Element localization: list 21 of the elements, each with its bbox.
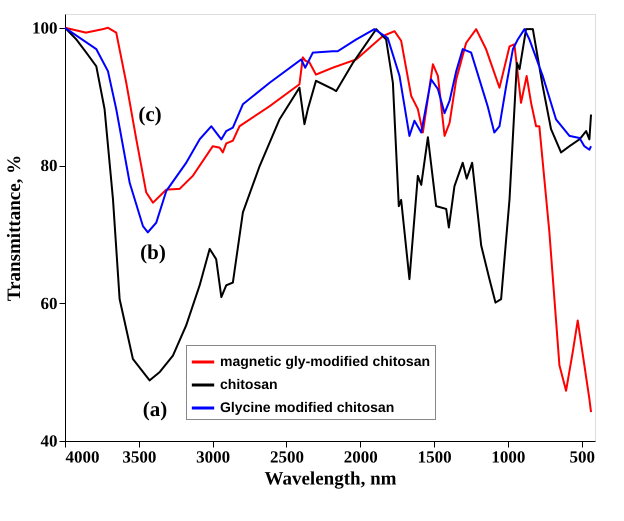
y-tick-label: 100 bbox=[32, 18, 58, 38]
x-axis-title: Wavelength, nm bbox=[264, 468, 397, 490]
annotation: (c) bbox=[138, 102, 162, 126]
legend-label: Glycine modified chitosan bbox=[220, 399, 394, 415]
annotation: (b) bbox=[140, 240, 166, 264]
y-tick-label: 60 bbox=[40, 294, 58, 313]
x-tick-label: 3000 bbox=[196, 448, 230, 466]
legend-label: chitosan bbox=[220, 376, 278, 392]
x-tick-label: 1500 bbox=[418, 448, 452, 466]
y-tick-label: 40 bbox=[40, 432, 58, 450]
x-tick-label: 4000 bbox=[66, 448, 100, 466]
annotation: (a) bbox=[142, 397, 168, 421]
x-tick-label: 2000 bbox=[344, 448, 378, 466]
y-axis-title: Transmittance, % bbox=[4, 154, 25, 302]
x-tick-label: 500 bbox=[569, 448, 595, 466]
line-series bbox=[64, 26, 592, 234]
x-tick-label: 2500 bbox=[270, 448, 304, 466]
legend-label: magnetic gly-modified chitosan bbox=[220, 353, 430, 369]
y-tick-label: 80 bbox=[40, 156, 58, 176]
x-tick-label: 3500 bbox=[122, 448, 156, 466]
x-tick-label: 1000 bbox=[491, 448, 526, 466]
